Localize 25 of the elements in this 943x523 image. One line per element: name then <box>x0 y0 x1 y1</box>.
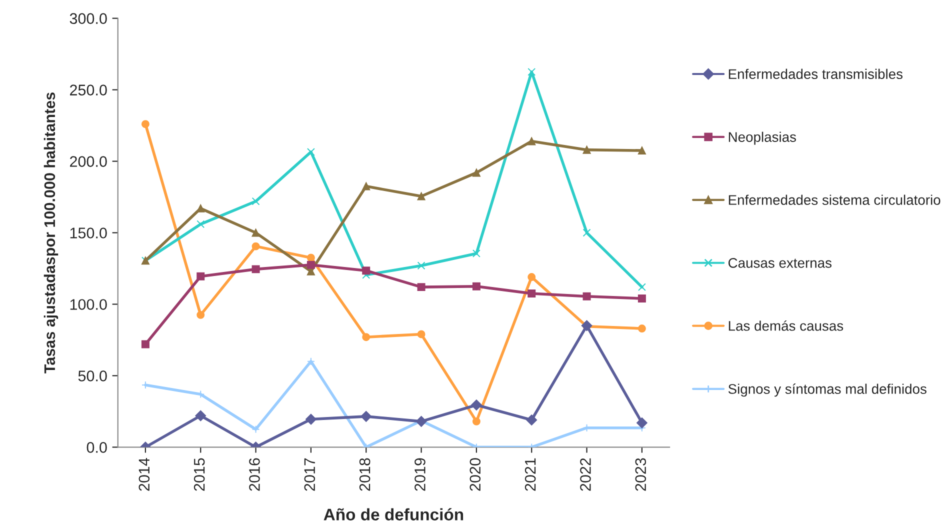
y-tick-label: 50.0 <box>78 370 107 382</box>
x-tick-label: 2015 <box>194 458 205 491</box>
x-tick-label: 2018 <box>359 458 370 491</box>
legend-label: Enfermedades transmisibles <box>728 68 903 80</box>
x-tick-label: 2022 <box>580 458 591 491</box>
y-tick-label: 150.0 <box>70 228 107 238</box>
x-axis-title: Año de defunción <box>324 508 464 520</box>
legend-label: Enfermedades sistema circulatorio <box>728 194 940 205</box>
x-tick-label: 2019 <box>414 458 426 491</box>
x-tick-label: 2020 <box>470 458 481 491</box>
legend-label: Causas externas <box>728 258 832 268</box>
legend-label: Neoplasias <box>728 132 796 145</box>
y-tick-label: 100.0 <box>70 299 107 310</box>
y-tick-label: 250.0 <box>70 84 107 96</box>
x-tick-label: 2021 <box>524 458 536 491</box>
y-tick-label: 0.0 <box>86 442 107 453</box>
y-axis-title: Tasas ajustadaspor 100.000 habitantes <box>44 92 58 374</box>
x-tick-label: 2016 <box>249 458 260 491</box>
x-tick-label: 2017 <box>304 458 316 491</box>
legend-label: Signos y síntomas mal definidos <box>728 384 926 397</box>
x-tick-label: 2023 <box>635 458 646 491</box>
y-tick-label: 300.0 <box>70 13 107 24</box>
x-tick-label: 2014 <box>138 458 150 491</box>
legend-label: Las demás causas <box>728 320 844 331</box>
y-tick-label: 200.0 <box>70 156 107 167</box>
